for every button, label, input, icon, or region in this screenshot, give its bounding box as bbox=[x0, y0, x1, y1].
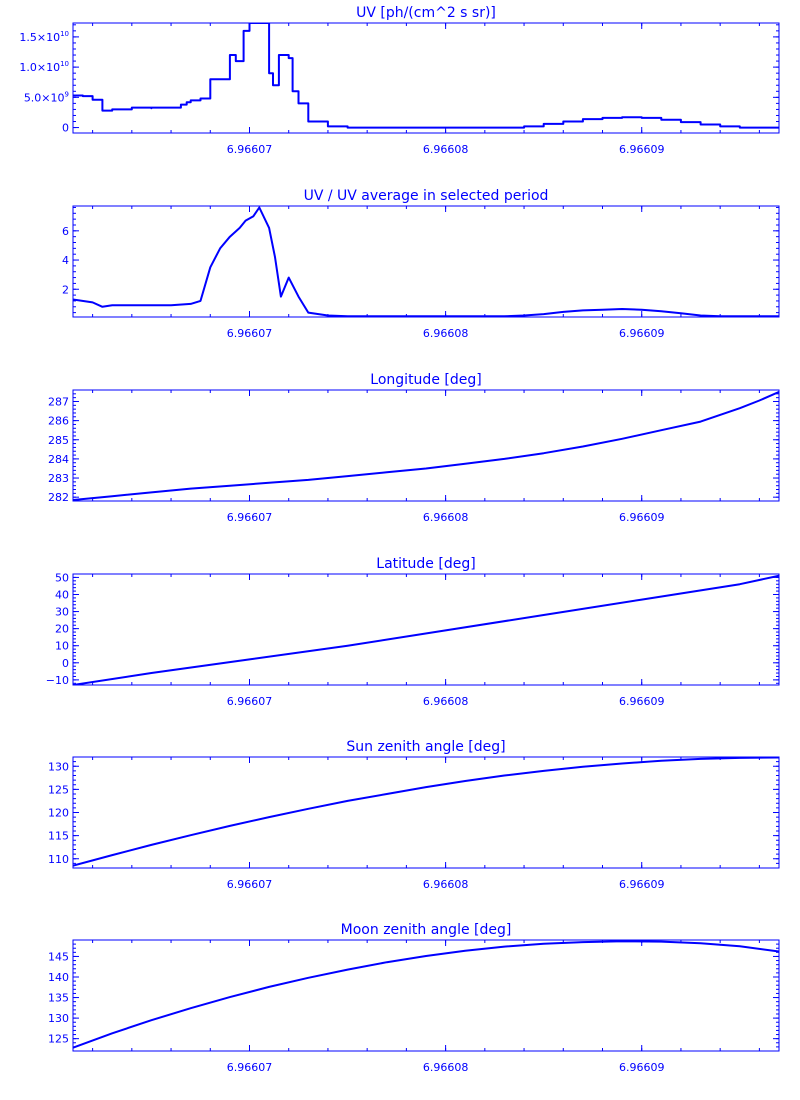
x-tick-label: 6.96607 bbox=[227, 143, 273, 156]
y-tick-label: 130 bbox=[48, 760, 69, 773]
y-tick-label: 285 bbox=[48, 434, 69, 447]
panel-title: UV [ph/(cm^2 s sr)] bbox=[356, 5, 496, 21]
axis-frame bbox=[72, 756, 780, 869]
panel-6: Moon zenith angle [deg] 6.96607 6.96608 6.9… bbox=[48, 922, 780, 1074]
series-line bbox=[73, 23, 779, 129]
panel-2: UV / UV average in selected period 6.9660… bbox=[62, 188, 780, 340]
y-tick-label: 4 bbox=[62, 254, 69, 267]
x-tick-label: 6.96607 bbox=[227, 511, 273, 524]
y-tick-label: 1.0×1010 bbox=[19, 60, 69, 74]
series-line bbox=[73, 206, 779, 317]
panel-4: Latitude [deg] 6.96607 6.96608 6.96609 −10 0 1… bbox=[46, 556, 780, 708]
y-tick-label: 110 bbox=[48, 853, 69, 866]
x-tick-label: 6.96608 bbox=[423, 878, 469, 891]
x-tick-label: 6.96608 bbox=[423, 327, 469, 340]
x-tick-label: 6.96609 bbox=[619, 1061, 665, 1074]
x-tick-label: 6.96608 bbox=[423, 1061, 469, 1074]
series-line bbox=[73, 757, 779, 867]
series-line bbox=[73, 390, 779, 501]
y-tick-label: 115 bbox=[48, 830, 69, 843]
panel-1: UV [ph/(cm^2 s sr)] 6.96607 6.96608 6.96609… bbox=[19, 5, 780, 156]
panel-title: Latitude [deg] bbox=[376, 556, 475, 572]
panel-title: Moon zenith angle [deg] bbox=[341, 922, 512, 938]
y-tick-label: 0 bbox=[62, 657, 69, 670]
axis-frame bbox=[72, 573, 780, 686]
x-tick-label: 6.96609 bbox=[619, 878, 665, 891]
y-tick-label: −10 bbox=[46, 674, 69, 687]
axis-frame bbox=[72, 205, 780, 318]
axis-frame bbox=[72, 939, 780, 1052]
series-line bbox=[73, 574, 779, 685]
y-tick-label: 0 bbox=[62, 122, 69, 135]
x-tick-label: 6.96609 bbox=[619, 511, 665, 524]
y-tick-label: 6 bbox=[62, 225, 69, 238]
y-tick-label: 2 bbox=[62, 283, 69, 296]
series-line bbox=[73, 940, 779, 1049]
y-tick-label: 125 bbox=[48, 783, 69, 796]
x-tick-label: 6.96607 bbox=[227, 878, 273, 891]
y-tick-label: 5.0×109 bbox=[24, 90, 69, 104]
panel-5: Sun zenith angle [deg] 6.96607 6.96608 6.96… bbox=[48, 739, 780, 891]
y-tick-label: 145 bbox=[48, 950, 69, 963]
panel-title: Sun zenith angle [deg] bbox=[346, 739, 505, 755]
y-tick-label: 40 bbox=[55, 588, 69, 601]
panel-3: Longitude [deg] 6.96607 6.96608 6.96609 282 2… bbox=[48, 372, 780, 524]
y-tick-label: 135 bbox=[48, 992, 69, 1005]
y-tick-label: 286 bbox=[48, 415, 69, 428]
panel-title: Longitude [deg] bbox=[370, 372, 481, 388]
x-tick-label: 6.96607 bbox=[227, 695, 273, 708]
axis-frame bbox=[72, 22, 780, 134]
y-tick-label: 10 bbox=[55, 640, 69, 653]
x-tick-label: 6.96607 bbox=[227, 327, 273, 340]
y-tick-label: 120 bbox=[48, 807, 69, 820]
y-tick-label: 50 bbox=[55, 571, 69, 584]
y-tick-label: 287 bbox=[48, 395, 69, 408]
x-tick-label: 6.96608 bbox=[423, 143, 469, 156]
y-tick-label: 1.5×1010 bbox=[19, 30, 69, 44]
y-tick-label: 282 bbox=[48, 491, 69, 504]
axis-frame bbox=[72, 389, 780, 502]
x-tick-label: 6.96609 bbox=[619, 327, 665, 340]
y-tick-label: 283 bbox=[48, 472, 69, 485]
x-tick-label: 6.96607 bbox=[227, 1061, 273, 1074]
panel-title: UV / UV average in selected period bbox=[304, 188, 549, 204]
x-tick-label: 6.96608 bbox=[423, 511, 469, 524]
y-tick-label: 140 bbox=[48, 971, 69, 984]
x-tick-label: 6.96609 bbox=[619, 143, 665, 156]
x-tick-label: 6.96609 bbox=[619, 695, 665, 708]
y-tick-label: 20 bbox=[55, 623, 69, 636]
y-tick-label: 125 bbox=[48, 1033, 69, 1046]
y-tick-label: 284 bbox=[48, 453, 69, 466]
y-tick-label: 30 bbox=[55, 606, 69, 619]
y-tick-label: 130 bbox=[48, 1012, 69, 1025]
x-tick-label: 6.96608 bbox=[423, 695, 469, 708]
